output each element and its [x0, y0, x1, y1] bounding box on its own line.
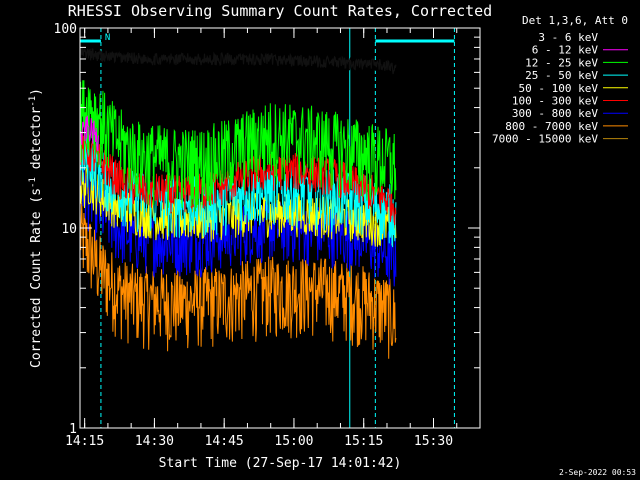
- x-tick-label-3: 15:00: [274, 434, 313, 449]
- timestamp: 2-Sep-2022 00:53: [559, 468, 636, 477]
- y-axis-ticks: 1 10 100: [54, 22, 480, 437]
- legend-label-6: 300 - 800 keV: [512, 107, 598, 120]
- series-line-300-800-kev: [79, 167, 397, 287]
- y-axis-label: Corrected Count Rate (s-1 detector-1): [28, 88, 44, 368]
- legend-label-1: 6 - 12 keV: [532, 44, 599, 57]
- y-axis-label-unit-b: detector: [29, 107, 44, 178]
- series-line-100-300-kev: [79, 130, 397, 225]
- y-tick-label-0: 1: [69, 422, 77, 437]
- x-tick-label-1: 14:30: [135, 434, 174, 449]
- y-axis-label-unit-a: (s: [29, 188, 44, 204]
- legend-label-3: 25 - 50 keV: [525, 69, 598, 82]
- x-tick-label-4: 15:15: [344, 434, 383, 449]
- y-tick-label-1: 10: [61, 222, 77, 237]
- x-tick-label-2: 14:45: [205, 434, 244, 449]
- series-line-12-25-kev: [79, 80, 397, 212]
- series-line-6-12-kev: [79, 115, 99, 152]
- series-line-800-7000-kev: [79, 203, 397, 359]
- flag-label-n: N: [105, 33, 110, 43]
- legend-label-4: 50 - 100 keV: [519, 82, 599, 95]
- legend-label-5: 100 - 300 keV: [512, 95, 598, 108]
- series-line-25-50-kev: [79, 130, 397, 248]
- y-axis-label-unit-c: ): [29, 88, 44, 96]
- y-axis-label-main: Corrected Count Rate: [29, 211, 44, 368]
- chart-title: RHESSI Observing Summary Count Rates, Co…: [68, 2, 492, 20]
- y-axis-label-sup1: -1: [28, 177, 38, 188]
- y-tick-label-2: 100: [54, 22, 77, 37]
- legend-label-0: 3 - 6 keV: [538, 31, 598, 44]
- legend-label-8: 7000 - 15000 keV: [492, 133, 598, 146]
- x-tick-label-0: 14:15: [65, 434, 104, 449]
- y-axis-label-sup2: -1: [28, 96, 38, 107]
- x-tick-label-5: 15:30: [414, 434, 453, 449]
- x-axis-label: Start Time (27-Sep-17 14:01:42): [159, 456, 402, 471]
- x-axis-ticks: 14:15 14:30 14:45 15:00 15:15 15:30: [65, 28, 458, 449]
- legend-label-7: 800 - 7000 keV: [505, 120, 598, 133]
- series-line-3-6-kev: [79, 47, 397, 75]
- legend-label-2: 12 - 25 keV: [525, 56, 598, 69]
- legend-header: Det 1,3,6, Att 0: [522, 14, 628, 27]
